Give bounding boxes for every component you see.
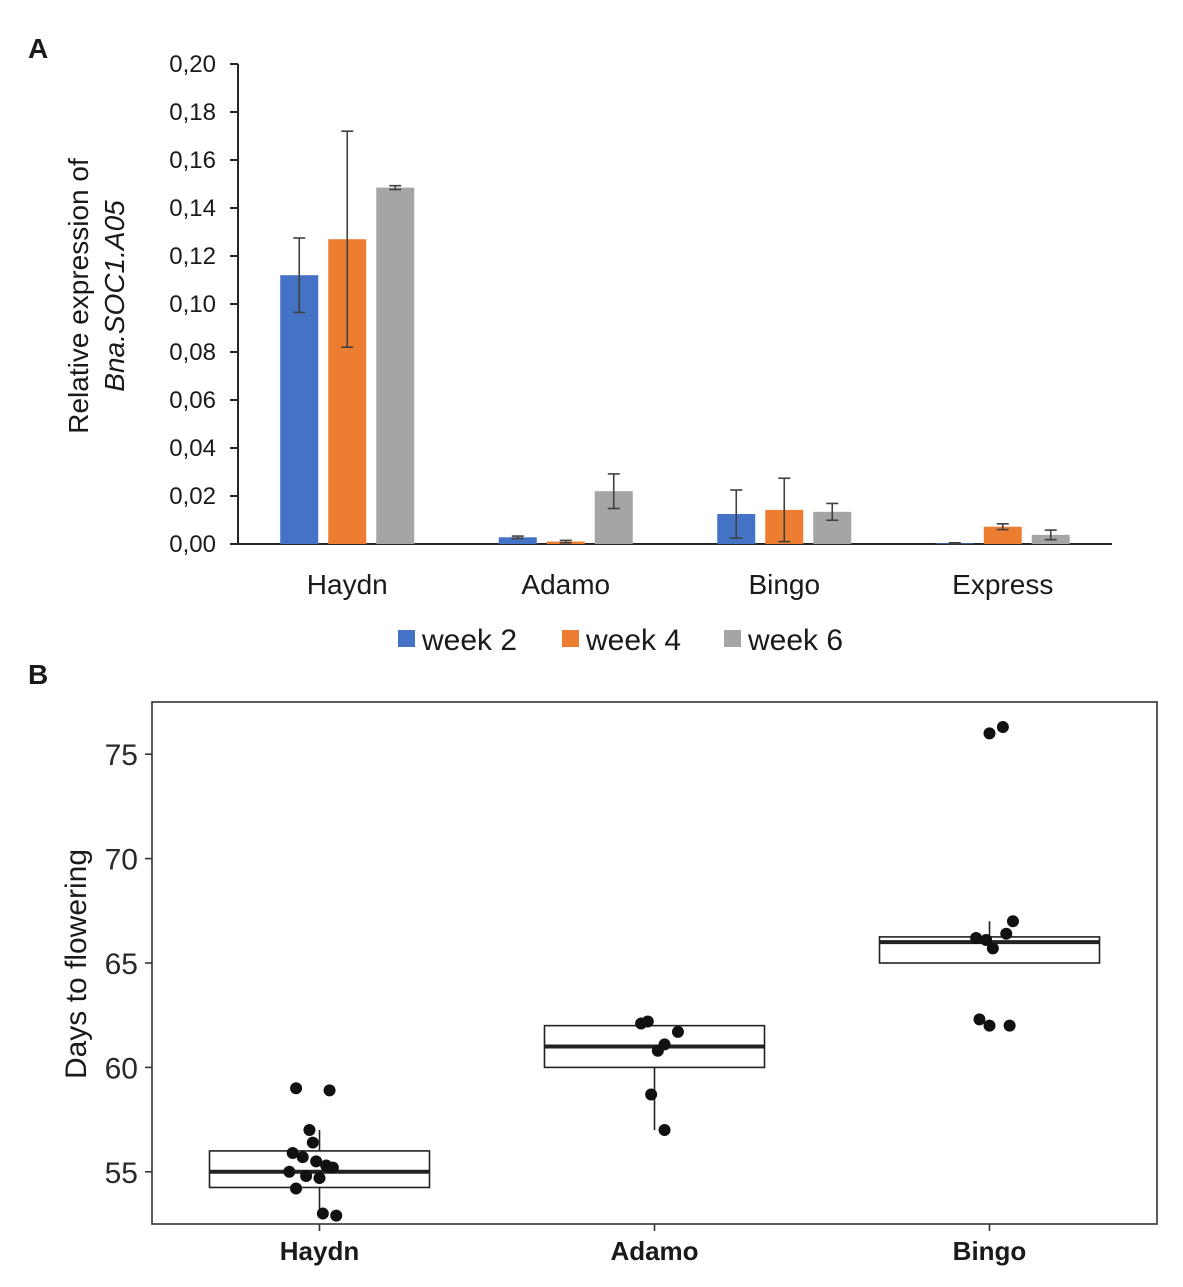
data-point [996,721,1009,734]
box-adamo [543,1024,766,1131]
panel-b-y-axis-label: Days to flowering [60,849,93,1079]
panel-a-category-label: Haydn [307,569,388,600]
panel-a-legend: week 2 week 4 week 6 [398,624,843,657]
panel-a-category-label: Bingo [748,569,820,600]
data-point [1000,927,1013,940]
panel-b-category-labels: Haydn Adamo Bingo [280,1236,1027,1266]
data-point [986,942,999,955]
panel-a-category-label: Express [952,569,1053,600]
data-point [323,1084,336,1097]
data-point [303,1124,316,1137]
data-point [973,1013,986,1026]
data-point [326,1161,339,1174]
panel-b-points [283,721,1019,1222]
legend-swatch-week-6 [724,630,741,647]
data-point [313,1172,326,1185]
panel-a-y-tick-label: 0,16 [169,147,216,174]
panel-label-a: A [28,33,48,64]
error-bar [826,502,839,522]
panel-a-y-tick-label: 0,12 [169,243,216,270]
data-point [300,1169,313,1182]
panel-b-y-ticks: 55 60 65 70 75 [105,739,991,1231]
data-point [306,1136,319,1149]
data-point [980,934,993,947]
panel-b-y-tick-label: 65 [105,948,138,981]
panel-a-y-axis-label: Relative expression of Bna.SOC1.A05 [63,158,130,434]
data-point [970,931,983,944]
panel-b-y-tick-label: 70 [105,844,138,877]
panel-a-y-tick-label: 0,04 [169,435,216,462]
error-bar [389,184,402,191]
panel-b-y-tick-label: 75 [105,739,138,772]
data-point [671,1025,684,1038]
data-point [316,1207,329,1220]
legend-swatch-week-4 [562,630,579,647]
legend-swatch-week-2 [398,630,415,647]
error-bar [293,237,306,314]
bar-week-2-haydn [280,275,319,544]
panel-a-y-tick-label: 0,14 [169,195,216,222]
data-point [1006,915,1019,928]
panel-b-boxes [208,921,1101,1214]
data-point [1003,1019,1016,1032]
error-bar [1044,529,1057,541]
data-point [641,1015,654,1028]
legend-label-week-6: week 6 [747,624,843,657]
legend-label-week-4: week 4 [585,624,681,657]
panel-b-category-label: Adamo [610,1236,698,1266]
panel-b-y-tick-label: 60 [105,1052,138,1085]
data-point [286,1147,299,1160]
data-point [330,1209,343,1222]
panel-b-category-label: Haydn [280,1236,359,1266]
panel-a-y-tick-label: 0,20 [169,51,216,78]
data-point [983,1019,996,1032]
panel-b-category-label: Bingo [953,1236,1027,1266]
data-point [658,1124,671,1137]
panel-a-y-tick-label: 0,18 [169,99,216,126]
data-point [283,1165,296,1178]
panel-a-y-tick-label: 0,08 [169,339,216,366]
error-bar [778,477,791,543]
error-bar [730,489,743,539]
panel-a-bars [280,130,1070,545]
legend-label-week-2: week 2 [421,624,517,657]
box-haydn [208,1130,431,1214]
error-bar [511,535,524,540]
error-bar [607,473,620,510]
panel-a-y-ticks: 0,00 0,02 0,04 0,06 0,08 0,10 0,12 0,14 0,16 0,18… [169,51,238,558]
panel-label-b: B [28,659,48,690]
panel-a-category-labels: Haydn Adamo Bingo Express [307,569,1054,600]
data-point [645,1088,658,1101]
bar-week-2-adamo [498,537,537,544]
bar-week-4-express [983,526,1022,544]
panel-a-y-label-line1: Relative expression of [63,158,94,434]
error-bar [559,539,572,544]
panel-a-y-tick-label: 0,00 [169,531,216,558]
data-point [296,1151,309,1164]
panel-a-y-tick-label: 0,06 [169,387,216,414]
panel-a-y-tick-label: 0,02 [169,483,216,510]
data-point [290,1082,303,1095]
error-bar [341,130,354,349]
data-point [983,727,996,740]
panel-a-category-label: Adamo [521,569,610,600]
panel-a-y-tick-label: 0,10 [169,291,216,318]
error-bar [948,541,961,545]
data-point [290,1182,303,1195]
data-point [310,1155,323,1168]
panel-a-y-label-line2: Bna.SOC1.A05 [99,200,130,392]
error-bar [996,523,1009,531]
panel-b-y-tick-label: 55 [105,1157,138,1190]
data-point [651,1044,664,1057]
bar-week-6-haydn [376,187,415,544]
